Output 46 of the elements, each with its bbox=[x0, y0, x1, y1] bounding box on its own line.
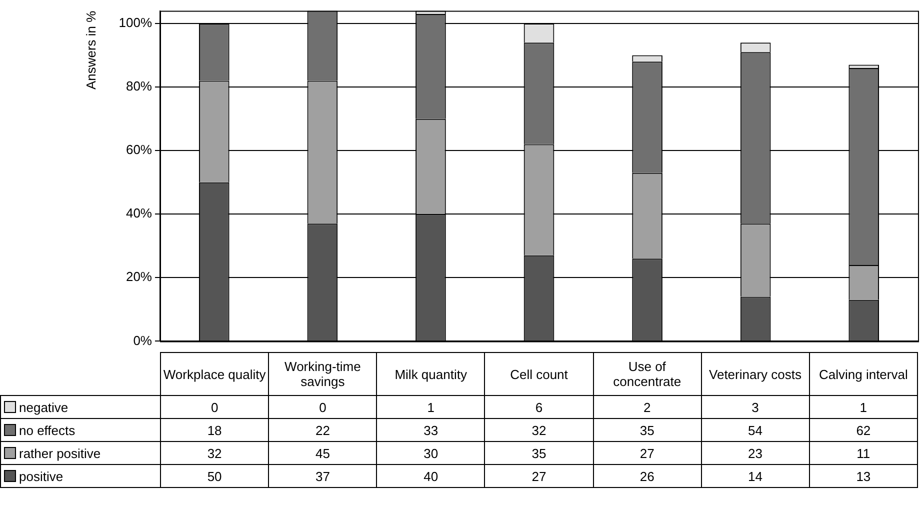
data-label: 13 bbox=[809, 464, 918, 488]
y-tick-label: 40% bbox=[126, 206, 152, 221]
y-tick-label: 60% bbox=[126, 142, 152, 158]
data-label: 27 bbox=[484, 464, 594, 488]
data-label: 1 bbox=[376, 396, 485, 418]
data-label: 32 bbox=[160, 442, 269, 464]
data-label: 33 bbox=[376, 418, 485, 442]
data-label: 18 bbox=[160, 418, 269, 442]
data-label: 1 bbox=[809, 396, 918, 418]
y-tick-label: 80% bbox=[126, 78, 152, 94]
x-tick-label: Working-time savings bbox=[268, 352, 377, 396]
data-label: 35 bbox=[484, 442, 594, 464]
data-label: 35 bbox=[593, 418, 702, 442]
data-label: 23 bbox=[701, 442, 810, 464]
x-tick-label: Calving interval bbox=[809, 352, 918, 396]
legend-label: no effects bbox=[0, 418, 160, 442]
data-label: 11 bbox=[809, 442, 918, 464]
data-label: 0 bbox=[268, 396, 377, 418]
data-label: 2 bbox=[593, 396, 702, 418]
x-tick-label: Workplace quality bbox=[160, 352, 269, 396]
data-label: 26 bbox=[593, 464, 702, 488]
data-label: 54 bbox=[701, 418, 810, 442]
data-label: 30 bbox=[376, 442, 485, 464]
y-tick-label: 100% bbox=[118, 15, 152, 30]
x-tick-label: Cell count bbox=[484, 352, 594, 396]
data-label: 0 bbox=[160, 396, 269, 418]
legend-label: rather positive bbox=[0, 442, 160, 464]
data-label: 45 bbox=[268, 442, 377, 464]
y-tick-label: 20% bbox=[126, 269, 152, 284]
x-tick-label: Veterinary costs bbox=[701, 352, 810, 396]
data-label: 37 bbox=[268, 464, 377, 488]
legend-label: positive bbox=[0, 464, 160, 488]
data-label: 62 bbox=[809, 418, 918, 442]
x-tick-label: Use of concentrate bbox=[593, 352, 702, 396]
x-tick-label: Milk quantity bbox=[376, 352, 485, 396]
data-label: 32 bbox=[484, 418, 594, 442]
data-label: 22 bbox=[268, 418, 377, 442]
data-label: 6 bbox=[484, 396, 594, 418]
data-label: 50 bbox=[160, 464, 269, 488]
y-axis-title: Answers in % bbox=[83, 10, 98, 90]
data-label: 14 bbox=[701, 464, 810, 488]
data-label: 40 bbox=[376, 464, 485, 488]
y-tick-label: 0% bbox=[133, 332, 152, 348]
data-label: 27 bbox=[593, 442, 702, 464]
data-label: 3 bbox=[701, 396, 810, 418]
legend-label: negative bbox=[0, 396, 160, 418]
